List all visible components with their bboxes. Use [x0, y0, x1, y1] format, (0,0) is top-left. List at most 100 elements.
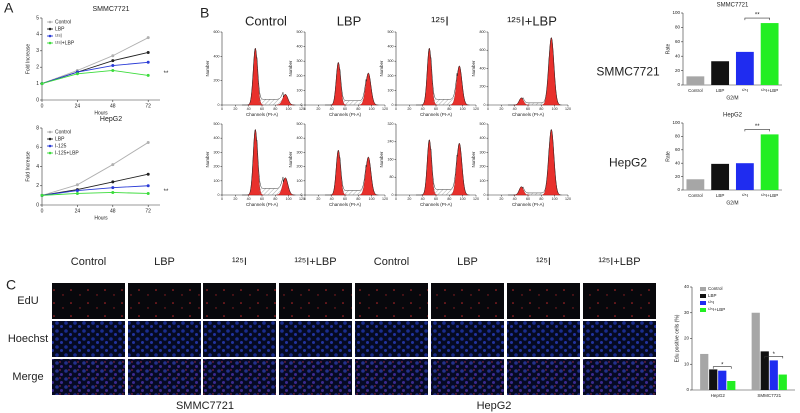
x-tick-label: 20: [499, 107, 503, 111]
bar: [735, 51, 754, 85]
column-title: Control: [374, 256, 409, 268]
panel-label: B: [200, 5, 209, 21]
row-label: SMMC7721: [596, 65, 660, 79]
x-tick-label: HepG2: [711, 393, 726, 398]
x-tick-label: 0: [221, 197, 223, 201]
y-tick-label: 0: [218, 103, 220, 107]
x-tick-label: 100: [460, 107, 466, 111]
y-tick-label: 10: [684, 361, 690, 366]
y-tick-label: 100: [214, 179, 220, 183]
micrograph: [128, 283, 201, 319]
y-tick-label: 400: [388, 45, 394, 49]
column-title: ¹²⁵I+LBP: [294, 256, 336, 268]
y-tick-label: 100: [297, 88, 303, 92]
g1-peak: [330, 62, 347, 106]
x-tick-label: 20: [316, 107, 320, 111]
data-point: [146, 172, 150, 176]
x-tick-label: 0: [304, 197, 306, 201]
data-point: [111, 180, 115, 184]
y-tick-label: 500: [388, 30, 394, 34]
micrograph: [583, 283, 656, 319]
y-tick-label: 3: [36, 48, 39, 54]
y-axis-label: Fold Increase: [25, 44, 31, 75]
y-tick-label: 200: [297, 165, 303, 169]
data-point: [111, 59, 115, 63]
x-tick-label: 120: [299, 197, 305, 201]
y-tick-label: 8: [36, 125, 39, 131]
series-line: [41, 70, 149, 85]
x-tick-label: 80: [356, 197, 360, 201]
micrograph: [355, 359, 428, 395]
y-tick-label: 40: [675, 53, 681, 58]
y-tick-label: 200: [388, 74, 394, 78]
micrograph: [507, 359, 580, 395]
micrograph: [52, 283, 125, 319]
annotation: **: [755, 124, 760, 130]
x-tick-label: 100: [369, 197, 375, 201]
x-axis-label: Channels (PI-A): [420, 112, 453, 117]
y-tick-label: 300: [297, 150, 303, 154]
micrograph: [52, 359, 125, 395]
bar: [700, 353, 709, 390]
x-axis-label: Channels (PI-A): [512, 112, 545, 117]
y-axis-label: Number: [379, 60, 384, 77]
x-axis-label: Channels (PI-A): [246, 112, 279, 117]
y-axis-label: Number: [288, 60, 293, 77]
y-tick-label: 300: [214, 150, 220, 154]
x-tick-label: 0: [395, 197, 397, 201]
x-tick-label: 60: [526, 107, 530, 111]
x-tick-label: 40: [421, 197, 425, 201]
y-tick-label: 20: [675, 68, 681, 73]
y-tick-label: 80: [675, 25, 681, 30]
x-tick-label: 100: [286, 107, 292, 111]
y-tick-label: 40: [675, 160, 681, 165]
micrograph: [355, 321, 428, 357]
y-tick-label: 300: [480, 150, 486, 154]
y-tick-label: 200: [480, 85, 486, 89]
y-tick-label: 500: [297, 122, 303, 126]
y-tick-label: 500: [297, 30, 303, 34]
legend-label: I-125+LBP: [55, 150, 79, 156]
legend-swatch: [700, 287, 706, 291]
chart-title: HepG2: [100, 116, 122, 123]
micrograph: [203, 283, 276, 319]
x-tick-label: 80: [447, 197, 451, 201]
legend-label: Control: [708, 286, 723, 291]
x-tick-label: 0: [221, 107, 223, 111]
y-tick-label: 400: [297, 45, 303, 49]
significance-bracket: [744, 129, 770, 132]
histogram-outline: [416, 139, 470, 196]
legend-label: ¹²⁵I+LBP: [708, 307, 725, 312]
x-tick-label: 40: [247, 197, 251, 201]
x-tick-label: LBP: [716, 88, 725, 93]
y-tick-label: 300: [297, 59, 303, 63]
series-line: [41, 192, 149, 196]
legend-label: LBP: [708, 293, 717, 298]
y-tick-label: 100: [297, 179, 303, 183]
s-phase: [432, 94, 456, 105]
x-tick-label: 60: [434, 197, 438, 201]
micrograph: [355, 283, 428, 319]
x-tick-label: 0: [304, 107, 306, 111]
y-tick-label: 60: [675, 147, 681, 152]
legend-label: Control: [55, 19, 71, 25]
y-tick-label: 400: [297, 136, 303, 140]
x-tick-label: 48: [110, 103, 116, 109]
group-caption: HepG2: [477, 400, 512, 412]
data-point: [146, 184, 150, 188]
series-line: [41, 61, 149, 85]
legend-marker: [48, 34, 52, 38]
y-tick-label: 500: [480, 122, 486, 126]
y-tick-label: 300: [388, 59, 394, 63]
x-tick-label: 100: [552, 197, 558, 201]
legend-marker: [48, 151, 52, 155]
legend-marker: [48, 130, 52, 134]
x-tick-label: 48: [110, 208, 116, 214]
y-tick-label: 0: [392, 103, 394, 107]
data-point: [75, 189, 79, 193]
y-tick-label: 200: [214, 165, 220, 169]
y-tick-label: 200: [480, 165, 486, 169]
row-label: Hoechst: [8, 333, 48, 345]
column-title: Control: [245, 13, 287, 28]
x-axis-label: Channels (PI-A): [329, 112, 362, 117]
